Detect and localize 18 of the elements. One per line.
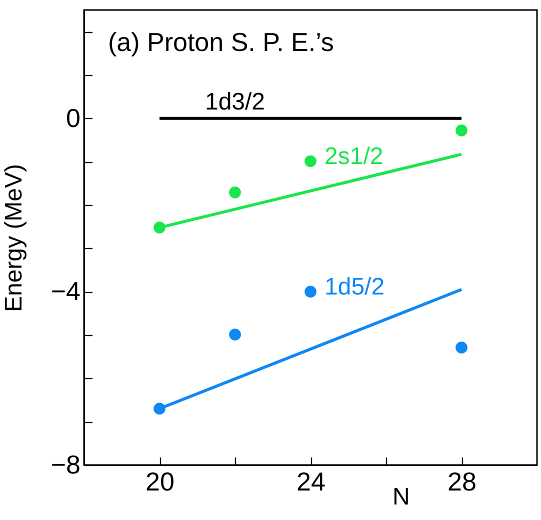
point [229,328,241,340]
series-label: 2s1/2 [324,143,384,170]
x-tick-label: 28 [448,466,476,496]
y-axis-title: Energy (MeV) [0,164,28,312]
point [229,186,241,198]
y-tick-label: 0 [66,102,80,133]
y-tick-label: −8 [50,450,80,480]
text: (a) Proton S. P. E.’s [108,27,334,57]
x-tick-label: 20 [146,466,174,496]
series-label: 1d3/2 [204,88,266,116]
x-tick-label: 24 [296,466,326,496]
x-axis-title: N [392,484,410,510]
series-label: 1d5/2 [324,274,385,301]
point [456,342,468,354]
point [456,124,468,136]
point [304,155,316,168]
y-tick-label: −4 [50,276,80,306]
point [304,286,316,298]
